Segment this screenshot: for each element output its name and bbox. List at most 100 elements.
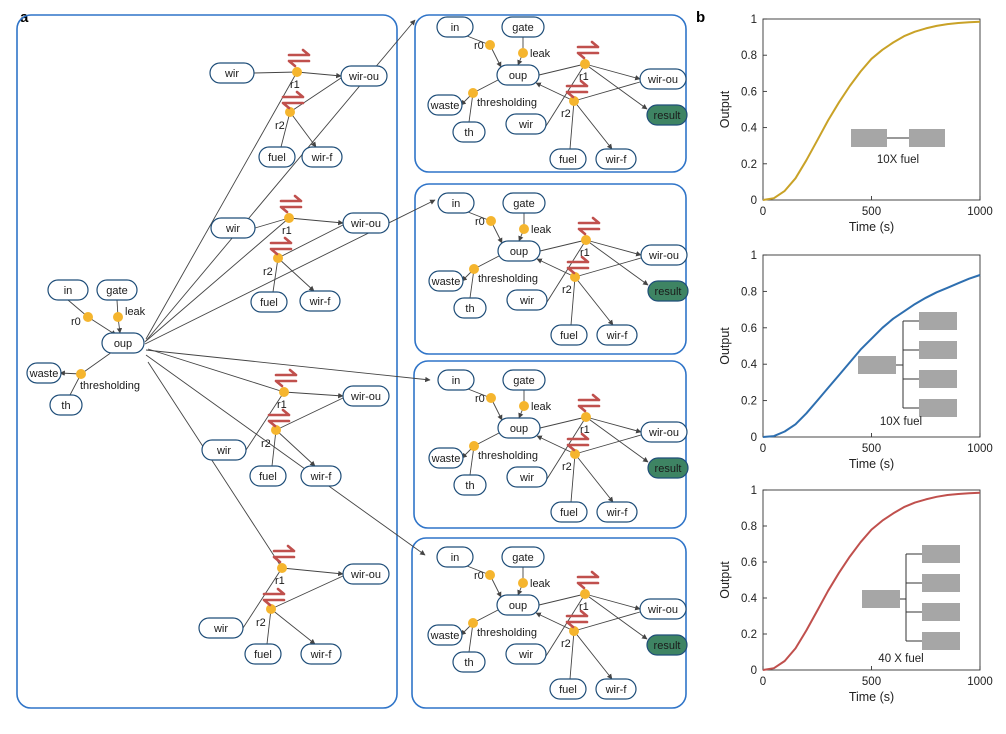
sub-2-r1-label: r1 <box>580 247 590 259</box>
chart-2-ytick-label: 0 <box>751 432 757 444</box>
sub-2-th-node: th <box>453 297 487 319</box>
chart-3-ytick-label: 0 <box>751 665 757 677</box>
main-thresholding-label: thresholding <box>80 380 140 392</box>
sub-1-fuel-node: fuel <box>549 148 587 170</box>
sub-4-oup-node-label: oup <box>509 600 527 612</box>
mid-3-wir-node-label: wir <box>216 445 231 457</box>
sub-1-waste-node-label: waste <box>430 100 460 112</box>
mid-2-wir-f-node: wir-f <box>299 290 341 312</box>
edge <box>573 630 613 680</box>
reaction-marks <box>76 40 601 636</box>
sub-2-thresholding-label: thresholding <box>478 273 538 285</box>
subpanel-4-frame <box>411 537 687 709</box>
sub-1-r0-label: r0 <box>474 40 484 52</box>
sub-3-thresholding-dot <box>469 441 479 451</box>
sub-3-wir-f-node-label: wir-f <box>606 507 629 519</box>
sub-4-result-node-shape <box>646 634 688 656</box>
sub-2-th-node-shape <box>453 297 487 319</box>
edge <box>584 593 648 640</box>
sub-2-r1-dot <box>581 235 591 245</box>
sub-3-oup-node-shape <box>497 417 541 439</box>
chart-3-ytick-label: 1 <box>751 485 757 497</box>
sub-2-oup-node: oup <box>497 240 541 262</box>
main-in-node-label: in <box>64 285 73 297</box>
edge <box>574 276 614 326</box>
sub-3-wir-node-label: wir <box>519 472 534 484</box>
network-nodes: in gate oup waste th wir wir-ou fuel wir-f wir wir… <box>26 16 689 700</box>
sub-4-leak-label: leak <box>530 578 551 590</box>
inset-block <box>862 590 900 608</box>
edge <box>289 111 317 148</box>
mid-3-r2-label: r2 <box>261 438 271 450</box>
sub-2-fuel-node: fuel <box>550 324 588 346</box>
sub-4-wir-f-node: wir-f <box>595 678 637 700</box>
sub-1-in-node-label: in <box>451 22 460 34</box>
edge <box>569 630 575 680</box>
chart-2-inset-label: 10X fuel <box>880 416 922 428</box>
inset-block <box>922 632 960 650</box>
mid-3-wir-ou-node-label: wir-ou <box>350 391 381 403</box>
sub-4-gate-node-shape <box>501 546 545 568</box>
inset-block <box>922 574 960 592</box>
mid-1-wir-f-node: wir-f <box>301 146 343 168</box>
mid-4-wir-node-label: wir <box>213 623 228 635</box>
inset-block <box>858 356 896 374</box>
inset-block <box>919 312 957 330</box>
sub-2-wir-ou-node-label: wir-ou <box>648 250 679 262</box>
sub-1-r0-dot <box>485 40 495 50</box>
sub-4-r2-dot <box>569 626 579 636</box>
mid-4-wir-f-node: wir-f <box>300 643 342 665</box>
chart-1-inset-label: 10X fuel <box>877 154 919 166</box>
inset-block <box>919 341 957 359</box>
mid-2-fuel-node: fuel <box>250 291 288 313</box>
edge <box>574 453 614 503</box>
mid-1-wir-ou-node-shape <box>340 65 388 87</box>
chart-3-ytick-label: 0.8 <box>741 521 757 533</box>
sub-3-result-node-shape <box>647 457 689 479</box>
sub-3-fuel-node-shape <box>550 501 588 523</box>
main-leak-dot <box>113 312 123 322</box>
sub-4-result-node-label: result <box>654 640 681 652</box>
edge <box>570 276 576 326</box>
mid-2-r2-label: r2 <box>263 266 273 278</box>
sub-1-r1-arrow <box>576 40 600 60</box>
inset-block <box>909 129 945 147</box>
chart-3-inset-label: 40 X fuel <box>878 653 923 665</box>
edge <box>245 391 285 451</box>
chart-3-series-line <box>762 491 981 671</box>
sub-4-r2-arrow <box>565 609 589 629</box>
sub-1-gate-node-shape <box>501 16 545 38</box>
sub-3-wir-ou-node-label: wir-ou <box>648 427 679 439</box>
hub-edge <box>147 348 285 393</box>
sub-1-result-node-label: result <box>654 110 681 122</box>
chart-1-ytick-label: 0.4 <box>741 123 758 135</box>
chart-3-xlabel: Time (s) <box>849 690 894 704</box>
edge <box>574 257 642 278</box>
mid-4-r2-dot <box>266 604 276 614</box>
sub-1-oup-node-label: oup <box>509 70 527 82</box>
main-leak-label: leak <box>125 306 146 318</box>
main-gate-node: gate <box>96 279 138 301</box>
panel-b-label: b <box>696 9 705 26</box>
sub-4-wir-ou-node: wir-ou <box>639 598 687 620</box>
sub-4-gate-node-label: gate <box>512 552 533 564</box>
sub-2-result-node: result <box>647 280 689 302</box>
mid-1-wir-f-node-label: wir-f <box>311 152 334 164</box>
chart-3-xtick-label: 500 <box>862 676 881 688</box>
sub-4-fuel-node: fuel <box>549 678 587 700</box>
sub-4-waste-node: waste <box>427 624 463 646</box>
mid-4-wir-ou-node-label: wir-ou <box>350 569 381 581</box>
sub-3-in-node-label: in <box>452 375 461 387</box>
mid-4-r2-label: r2 <box>256 617 266 629</box>
mid-1-r1-arrow <box>287 48 311 68</box>
sub-2-leak-dot <box>519 224 529 234</box>
mid-2-wir-node: wir <box>210 217 256 239</box>
mid-3-wir-ou-node-shape <box>342 385 390 407</box>
chart-1-xtick-label: 0 <box>760 206 766 218</box>
edge <box>254 217 290 229</box>
sub-2-leak-label: leak <box>531 224 552 236</box>
mid-2-wir-ou-node-label: wir-ou <box>350 218 381 230</box>
panel-a-label: a <box>20 9 29 26</box>
mid-2-r1-label: r1 <box>282 225 292 237</box>
edge <box>271 429 277 467</box>
